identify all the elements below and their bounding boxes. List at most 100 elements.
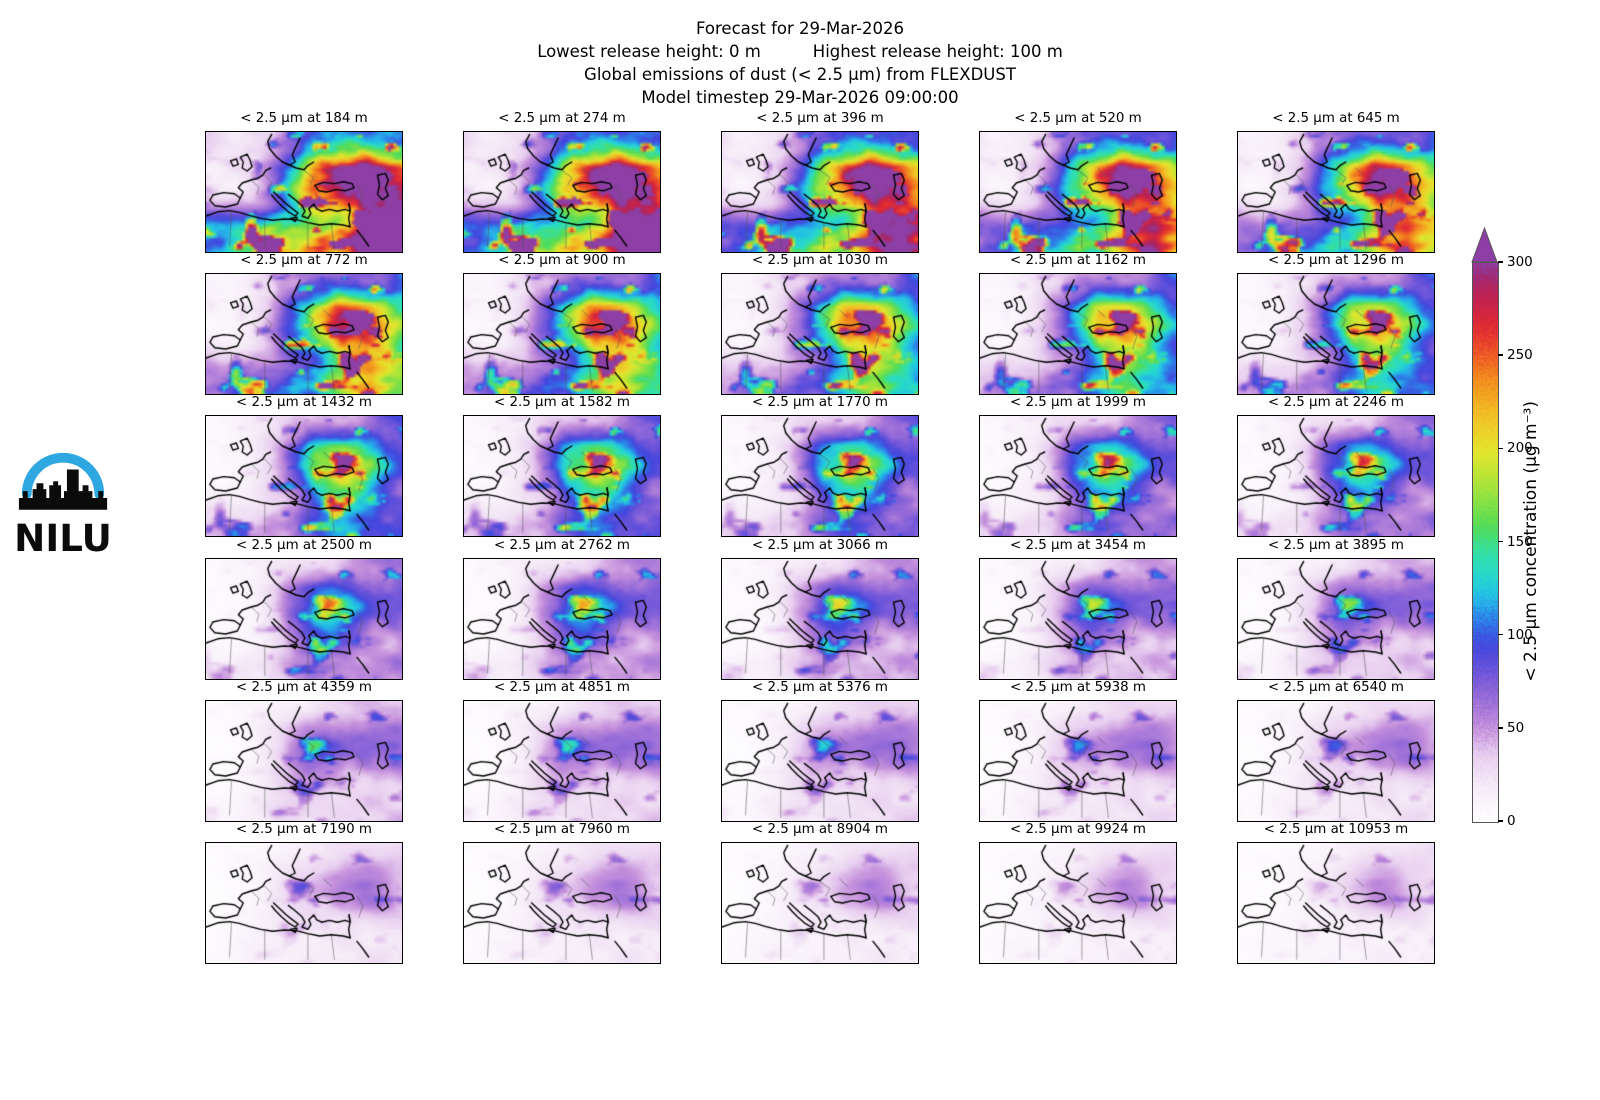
map-frame [979, 700, 1177, 822]
panel-title-suffix: m [1128, 253, 1146, 268]
panel-title-suffix: m [870, 822, 888, 837]
map-frame [205, 700, 403, 822]
panel-title-suffix: m [1124, 111, 1142, 126]
panel-height-value: 2762 [578, 538, 613, 553]
map-frame [205, 273, 403, 395]
map-panel: < 2.5 μm at 7960 m [463, 822, 661, 964]
map-frame [979, 558, 1177, 680]
panel-title-prefix: < 2.5 μm at [752, 680, 837, 695]
tick-mark [1498, 540, 1503, 543]
model-timestep-subtitle: Model timestep 29-Mar-2026 09:00:00 [641, 88, 959, 107]
map-canvas-7190m [206, 843, 402, 963]
panel-title-prefix: < 2.5 μm at [752, 538, 837, 553]
panel-title-suffix: m [1390, 822, 1409, 837]
map-frame [463, 558, 661, 680]
panel-title-prefix: < 2.5 μm at [498, 253, 583, 268]
map-canvas-3895m [1238, 559, 1434, 679]
tick-mark [1498, 447, 1503, 450]
panel-title-suffix: m [350, 253, 368, 268]
panel-height-value: 184 [324, 111, 351, 126]
tick-label: 200 [1507, 440, 1533, 457]
panel-title-prefix: < 2.5 μm at [236, 822, 321, 837]
panel-title-suffix: m [354, 822, 372, 837]
panel-title-suffix: m [612, 395, 630, 410]
panel-title: < 2.5 μm at 1770 m [701, 395, 939, 410]
panel-title-suffix: m [354, 538, 372, 553]
tick-mark [1498, 354, 1503, 356]
panel-height-value: 1999 [1094, 395, 1129, 410]
panel-title: < 2.5 μm at 520 m [959, 111, 1197, 126]
map-canvas-3066m [722, 559, 918, 679]
map-frame [979, 415, 1177, 537]
panel-height-value: 1770 [836, 395, 871, 410]
tick-label: 250 [1507, 347, 1533, 364]
map-canvas-1432m [206, 416, 402, 536]
panel-height-value: 5938 [1094, 680, 1129, 695]
map-panel: < 2.5 μm at 3454 m [979, 538, 1177, 680]
panel-height-value: 1582 [578, 395, 613, 410]
release-heights-line: Lowest release height: 0 m Highest relea… [0, 40, 1600, 63]
map-frame [1237, 842, 1435, 964]
panel-title-suffix: m [1386, 253, 1404, 268]
panel-title-prefix: < 2.5 μm at [240, 111, 325, 126]
panel-height-value: 772 [324, 253, 351, 268]
panel-title-prefix: < 2.5 μm at [1014, 111, 1099, 126]
map-panel: < 2.5 μm at 520 m [979, 111, 1177, 253]
map-panel: < 2.5 μm at 1030 m [721, 253, 919, 395]
map-canvas-772m [206, 274, 402, 394]
map-panel: < 2.5 μm at 6540 m [1237, 680, 1435, 822]
panel-title: < 2.5 μm at 4359 m [185, 680, 423, 695]
map-frame [1237, 558, 1435, 680]
map-panel: < 2.5 μm at 1432 m [205, 395, 403, 537]
tick-label: 100 [1507, 626, 1533, 643]
panel-title-suffix: m [1128, 680, 1146, 695]
map-canvas-520m [980, 132, 1176, 252]
panel-title-suffix: m [608, 253, 626, 268]
panel-title: < 2.5 μm at 1582 m [443, 395, 681, 410]
panel-title: < 2.5 μm at 5376 m [701, 680, 939, 695]
panel-height-value: 645 [1356, 111, 1383, 126]
panel-title: < 2.5 μm at 772 m [185, 253, 423, 268]
figure-title: Forecast for 29-Mar-2026 [696, 19, 904, 38]
panel-title: < 2.5 μm at 3895 m [1217, 538, 1455, 553]
map-panel: < 2.5 μm at 2246 m [1237, 395, 1435, 537]
panel-title-prefix: < 2.5 μm at [494, 538, 579, 553]
panel-title: < 2.5 μm at 3454 m [959, 538, 1197, 553]
panel-title: < 2.5 μm at 10953 m [1217, 822, 1455, 837]
panel-title-suffix: m [350, 111, 368, 126]
map-panel: < 2.5 μm at 274 m [463, 111, 661, 253]
panel-height-value: 6540 [1352, 680, 1387, 695]
panel-height-value: 9924 [1094, 822, 1129, 837]
map-frame [979, 131, 1177, 253]
panel-title: < 2.5 μm at 4851 m [443, 680, 681, 695]
panel-height-value: 1296 [1352, 253, 1387, 268]
panel-height-value: 3066 [836, 538, 871, 553]
panel-title: < 2.5 μm at 2500 m [185, 538, 423, 553]
panel-title-prefix: < 2.5 μm at [1010, 395, 1095, 410]
panel-title-prefix: < 2.5 μm at [752, 822, 837, 837]
panel-title-prefix: < 2.5 μm at [236, 680, 321, 695]
map-panel: < 2.5 μm at 3066 m [721, 538, 919, 680]
nilu-logo: NILU [14, 452, 112, 560]
panel-height-value: 5376 [836, 680, 871, 695]
map-frame [721, 700, 919, 822]
map-canvas-274m [464, 132, 660, 252]
map-canvas-8904m [722, 843, 918, 963]
map-canvas-9924m [980, 843, 1176, 963]
panel-height-value: 1432 [320, 395, 355, 410]
panel-title-suffix: m [1386, 680, 1404, 695]
emissions-subtitle: Global emissions of dust (< 2.5 μm) from… [584, 65, 1016, 84]
map-frame [721, 842, 919, 964]
panel-title: < 2.5 μm at 8904 m [701, 822, 939, 837]
panel-title-suffix: m [612, 822, 630, 837]
lowest-release-height: Lowest release height: 0 m [537, 42, 761, 61]
map-frame [979, 842, 1177, 964]
panel-title: < 2.5 μm at 1296 m [1217, 253, 1455, 268]
panel-title: < 2.5 μm at 7190 m [185, 822, 423, 837]
panel-title-suffix: m [870, 395, 888, 410]
map-panel: < 2.5 μm at 184 m [205, 111, 403, 253]
map-canvas-5376m [722, 701, 918, 821]
map-frame [979, 273, 1177, 395]
panel-height-value: 274 [582, 111, 609, 126]
